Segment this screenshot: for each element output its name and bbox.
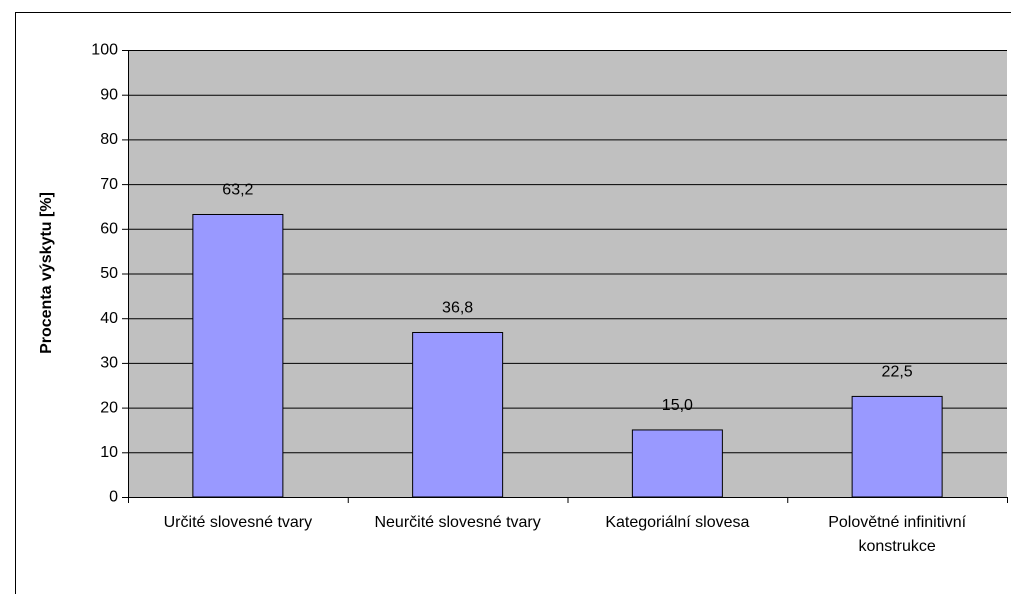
bar (851, 395, 943, 498)
chart-border (15, 12, 1011, 594)
value-label: 63,2 (222, 182, 253, 199)
x-tick-label: Neurčité slovesné tvary (374, 514, 541, 531)
bar (192, 213, 284, 498)
y-tick-label: 40 (100, 310, 118, 327)
x-tick-label: Kategoriální slovesa (605, 514, 750, 531)
y-tick-label: 70 (100, 176, 118, 193)
x-tick-label: Určité slovesné tvary (163, 514, 313, 531)
y-tick-label: 10 (100, 444, 118, 461)
y-tick-label: 100 (91, 42, 118, 59)
y-tick-label: 50 (100, 265, 118, 282)
bar (412, 332, 504, 498)
y-tick-label: 60 (100, 221, 118, 238)
y-axis-label: Procenta výskytu [%] (38, 192, 55, 354)
y-tick-label: 20 (100, 399, 118, 416)
y-tick-label: 30 (100, 355, 118, 372)
value-label: 15,0 (662, 397, 693, 414)
bar (631, 429, 723, 498)
y-tick-label: 90 (100, 86, 118, 103)
y-tick-label: 0 (109, 489, 118, 506)
value-label: 22,5 (882, 364, 913, 381)
x-tick-label: Polovětné infinitivní konstrukce (828, 514, 967, 555)
y-tick-label: 80 (100, 131, 118, 148)
value-label: 36,8 (442, 300, 473, 317)
